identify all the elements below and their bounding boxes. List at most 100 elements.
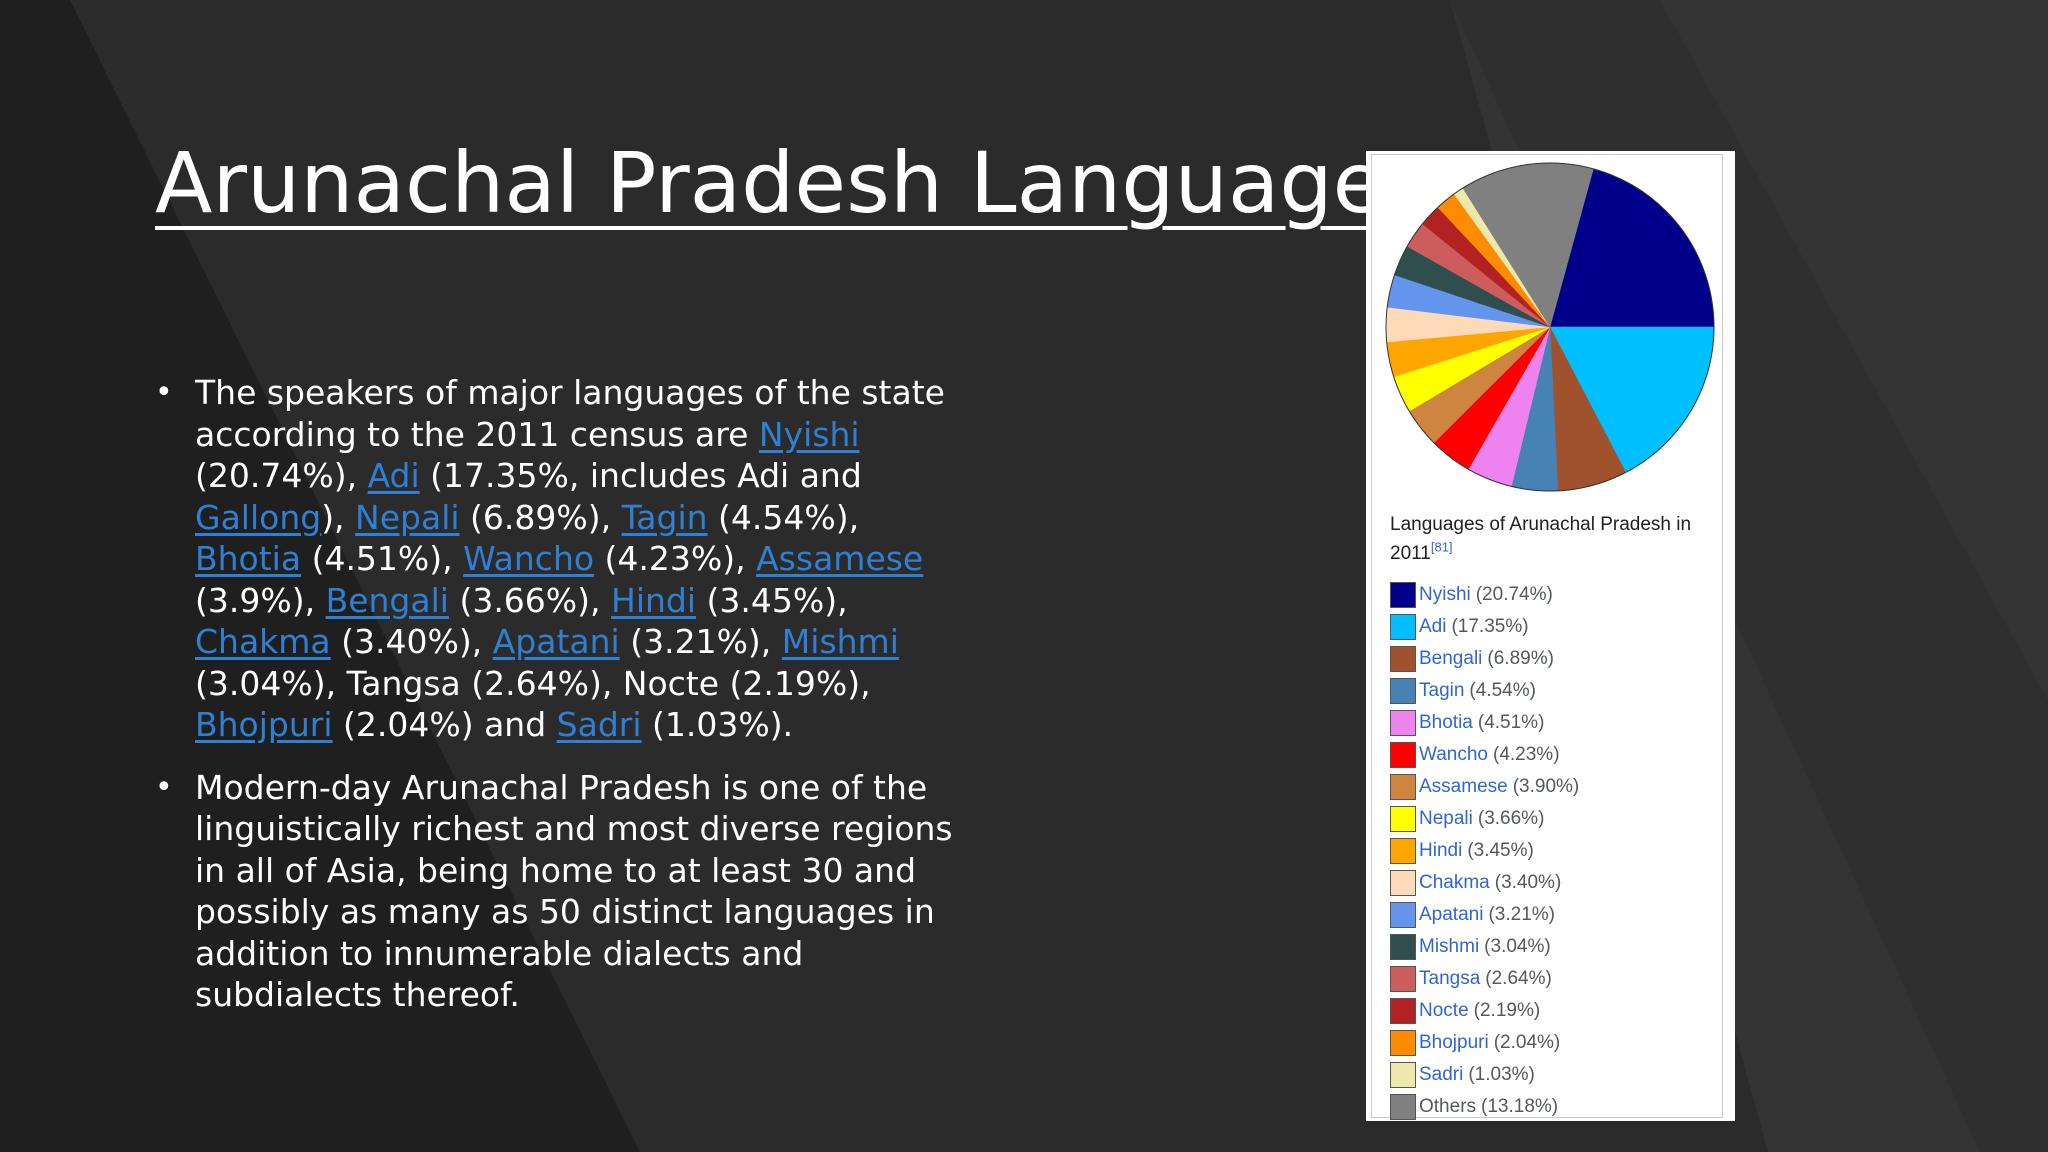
bullet-text: (3.21%), [619,622,782,661]
bullet-text: (17.35%, includes Adi and [419,456,862,495]
legend-label[interactable]: Tangsa [1419,968,1481,989]
legend-label[interactable]: Wancho [1419,744,1488,765]
legend-item-nyishi: Nyishi (20.74%) [1390,579,1720,611]
legend-value: (6.89%) [1487,648,1554,669]
legend-value: (4.23%) [1493,744,1560,765]
bullet-list: The speakers of major languages of the s… [155,372,970,1037]
legend-swatch [1390,806,1416,832]
legend-label[interactable]: Bhotia [1419,712,1473,733]
legend-label[interactable]: Chakma [1419,872,1490,893]
legend-value: (3.21%) [1488,904,1555,925]
legend-value: (4.54%) [1469,680,1536,701]
legend-item-tagin: Tagin (4.54%) [1390,675,1720,707]
legend-item-mishmi: Mishmi (3.04%) [1390,931,1720,963]
chart-title: Languages of Arunachal Pradesh in 2011 [1390,514,1692,564]
bullet-text: The speakers of major languages of the s… [195,373,945,454]
legend-swatch [1390,678,1416,704]
legend-label[interactable]: Nocte [1419,1000,1469,1021]
legend-swatch [1390,1030,1416,1056]
link-sadri[interactable]: Sadri [556,705,642,744]
bullet-census-languages: The speakers of major languages of the s… [155,372,970,746]
link-bengali[interactable]: Bengali [325,580,449,620]
link-wancho[interactable]: Wancho [463,539,595,578]
legend-value: (2.04%) [1493,1032,1561,1053]
legend-label[interactable]: Bengali [1419,648,1483,669]
bullet-text: (4.51%), [301,539,464,578]
legend-value: (2.19%) [1473,1000,1541,1021]
legend-label[interactable]: Nyishi [1419,584,1471,605]
legend-item-bhojpuri: Bhojpuri (2.04%) [1390,1027,1720,1059]
slide-title: Arunachal Pradesh Languages- [155,134,1459,232]
link-gallong[interactable]: Gallong [195,497,322,537]
bullet-text: (6.89%), [459,497,622,537]
legend-label[interactable]: Tagin [1419,680,1465,701]
pie-chart [1385,162,1715,492]
legend-item-wancho: Wancho (4.23%) [1390,739,1720,771]
legend-item-tangsa: Tangsa (2.64%) [1390,963,1720,995]
legend-value: (2.64%) [1485,968,1552,989]
legend-item-others: Others (13.18%) [1390,1091,1720,1123]
link-bhotia[interactable]: Bhotia [195,539,302,578]
link-nyishi[interactable]: Nyishi [758,414,860,454]
legend-item-apatani: Apatani (3.21%) [1390,899,1720,931]
legend-value: (3.45%) [1467,840,1534,861]
link-adi[interactable]: Adi [367,456,420,495]
bullet-text: (20.74%), [195,456,368,495]
legend-swatch [1390,614,1416,640]
legend-label[interactable]: Hindi [1419,840,1463,861]
legend-swatch [1390,998,1416,1024]
legend-label[interactable]: Nepali [1419,808,1473,829]
legend-value: (1.03%) [1468,1064,1535,1085]
legend-swatch [1390,582,1416,608]
bullet-text: (1.03%). [641,705,794,744]
legend-label[interactable]: Mishmi [1419,936,1480,957]
legend-swatch [1390,838,1416,864]
link-bhojpuri[interactable]: Bhojpuri [195,705,333,744]
legend-item-assamese: Assamese (3.90%) [1390,771,1720,803]
legend-swatch [1390,774,1416,800]
legend-item-adi: Adi (17.35%) [1390,611,1720,643]
chart-caption: Languages of Arunachal Pradesh in 2011[8… [1390,510,1720,568]
legend-swatch [1390,902,1416,928]
link-assamese[interactable]: Assamese [756,539,924,578]
link-hindi[interactable]: Hindi [611,580,697,620]
legend-value: (17.35%) [1451,616,1529,637]
legend-label[interactable]: Assamese [1419,776,1508,797]
legend-item-nepali: Nepali (3.66%) [1390,803,1720,835]
legend-label[interactable]: Apatani [1419,904,1484,925]
bullet-text: (4.54%), [707,497,860,537]
legend-swatch [1390,1094,1416,1120]
bullet-text: (3.45%), [696,580,848,620]
legend-swatch [1390,710,1416,736]
legend-item-bengali: Bengali (6.89%) [1390,643,1720,675]
link-nepali[interactable]: Nepali [355,497,460,537]
legend-value: (20.74%) [1475,584,1553,605]
legend-value: (3.40%) [1494,872,1562,893]
pie-outline [1385,162,1715,492]
legend-item-sadri: Sadri (1.03%) [1390,1059,1720,1091]
bullet-text: ), [321,497,356,537]
legend-value: (13.18%) [1481,1096,1559,1117]
pie-slices [1385,162,1715,492]
legend-label[interactable]: Adi [1419,616,1447,637]
bullet-text: (2.04%) and [332,705,557,744]
bullet-text: (4.23%), [594,539,757,578]
bullet-linguistic-diversity: Modern-day Arunachal Pradesh is one of t… [155,767,970,1016]
link-tagin[interactable]: Tagin [621,497,708,537]
link-apatani[interactable]: Apatani [492,622,620,661]
legend-swatch [1390,870,1416,896]
legend-swatch [1390,934,1416,960]
legend-swatch [1390,1062,1416,1088]
link-mishmi[interactable]: Mishmi [781,622,899,661]
legend-value: (3.90%) [1512,776,1580,797]
infobox-chart-card: Languages of Arunachal Pradesh in 2011[8… [1366,151,1735,1121]
bullet-text: (3.40%), [330,622,493,661]
legend-item-chakma: Chakma (3.40%) [1390,867,1720,899]
legend-label[interactable]: Bhojpuri [1419,1032,1489,1053]
citation-link[interactable]: [81] [1430,539,1453,555]
legend-label[interactable]: Sadri [1419,1064,1464,1085]
link-chakma[interactable]: Chakma [195,622,331,661]
legend-value: (4.51%) [1477,712,1545,733]
legend-item-nocte: Nocte (2.19%) [1390,995,1720,1027]
chart-legend: Nyishi (20.74%) Adi (17.35%) Bengali (6.89%) T… [1390,579,1720,1123]
